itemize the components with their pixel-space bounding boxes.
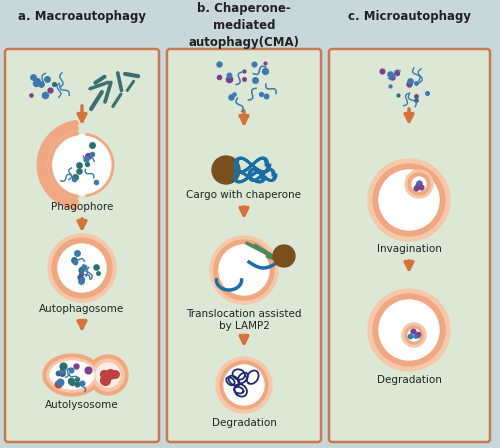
Circle shape — [273, 245, 295, 267]
Ellipse shape — [43, 354, 101, 396]
Text: Translocation assisted
by LAMP2: Translocation assisted by LAMP2 — [186, 309, 302, 331]
Circle shape — [412, 177, 426, 191]
Circle shape — [214, 240, 274, 300]
Circle shape — [92, 359, 124, 391]
Circle shape — [88, 355, 128, 395]
Circle shape — [58, 244, 106, 292]
Text: a. Macroautophagy: a. Macroautophagy — [18, 10, 146, 23]
FancyBboxPatch shape — [167, 49, 321, 442]
FancyBboxPatch shape — [329, 49, 490, 442]
Circle shape — [96, 363, 120, 387]
Circle shape — [368, 159, 450, 241]
Circle shape — [379, 300, 439, 360]
Circle shape — [408, 173, 430, 195]
Text: Degradation: Degradation — [212, 418, 276, 428]
Circle shape — [408, 329, 420, 341]
Text: c. Microautophagy: c. Microautophagy — [348, 10, 470, 23]
Circle shape — [219, 245, 269, 295]
FancyBboxPatch shape — [5, 49, 159, 442]
Circle shape — [216, 357, 272, 413]
Circle shape — [405, 326, 423, 344]
Text: Degradation: Degradation — [376, 375, 442, 385]
Circle shape — [220, 361, 268, 409]
Circle shape — [402, 323, 426, 347]
Text: Invagination: Invagination — [376, 244, 442, 254]
Circle shape — [52, 135, 112, 195]
Circle shape — [224, 365, 264, 405]
Text: Autophagosome: Autophagosome — [40, 304, 124, 314]
Circle shape — [379, 170, 439, 230]
Circle shape — [405, 170, 433, 198]
Circle shape — [373, 294, 445, 366]
Text: Cargo with chaperone: Cargo with chaperone — [186, 190, 302, 200]
Ellipse shape — [47, 358, 97, 392]
Circle shape — [373, 164, 445, 236]
Text: Phagophore: Phagophore — [51, 202, 113, 212]
Text: b. Chaperone-
mediated
autophagy(CMA): b. Chaperone- mediated autophagy(CMA) — [188, 2, 300, 49]
Circle shape — [52, 238, 112, 298]
Circle shape — [212, 156, 240, 184]
Circle shape — [368, 289, 450, 371]
Ellipse shape — [50, 361, 94, 389]
Circle shape — [48, 234, 116, 302]
Text: Autolysosome: Autolysosome — [45, 400, 119, 410]
Circle shape — [210, 236, 278, 304]
